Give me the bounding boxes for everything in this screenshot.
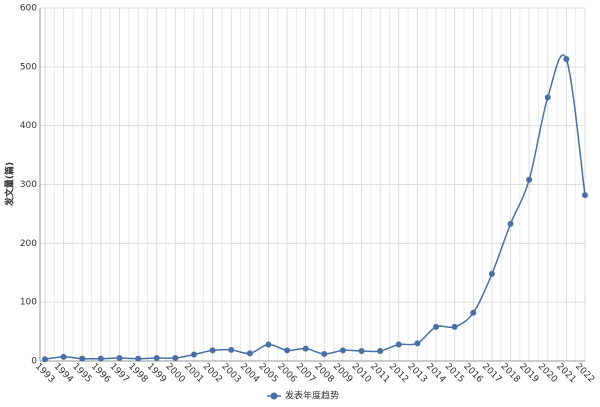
x-tick-label: 2017 xyxy=(480,362,503,385)
x-tick-label: 2002 xyxy=(201,362,224,385)
data-point xyxy=(153,355,160,362)
x-tick-label: 2014 xyxy=(424,362,447,385)
data-point xyxy=(433,323,440,330)
y-tick-label: 600 xyxy=(20,4,37,14)
x-tick-label: 2022 xyxy=(573,362,596,385)
data-point xyxy=(42,356,48,363)
x-tick-label: 2013 xyxy=(405,362,428,385)
data-point xyxy=(302,345,309,352)
data-point xyxy=(358,347,365,354)
data-point xyxy=(451,323,458,330)
y-tick-label: 0 xyxy=(31,357,37,367)
data-point xyxy=(135,355,142,362)
x-tick-label: 1994 xyxy=(52,362,75,385)
y-tick-label: 400 xyxy=(20,121,37,131)
x-tick-label: 2021 xyxy=(554,362,577,385)
x-tick-label: 2020 xyxy=(536,362,559,385)
x-tick-label: 2018 xyxy=(499,362,522,385)
x-tick-label: 1995 xyxy=(70,362,93,385)
y-tick-label: 500 xyxy=(20,62,37,72)
y-tick-label: 200 xyxy=(20,239,37,249)
data-point xyxy=(79,355,86,362)
x-tick-label: 2019 xyxy=(517,362,540,385)
legend-label: 发表年度趋势 xyxy=(285,390,339,402)
data-point xyxy=(339,347,346,354)
data-point xyxy=(209,347,216,354)
y-tick-label: 300 xyxy=(20,180,37,190)
x-tick-label: 1997 xyxy=(107,362,130,385)
x-tick-label: 2007 xyxy=(294,362,317,385)
x-tick-label: 1996 xyxy=(89,362,112,385)
data-point xyxy=(265,341,272,348)
x-tick-label: 2003 xyxy=(219,362,242,385)
data-point xyxy=(321,350,328,357)
data-point xyxy=(116,355,123,362)
data-point xyxy=(172,355,179,362)
x-tick-label: 2009 xyxy=(331,362,354,385)
x-tick-label: 2004 xyxy=(238,362,261,385)
x-tick-label: 2011 xyxy=(368,362,391,385)
x-tick-label: 2005 xyxy=(256,362,279,385)
data-point xyxy=(507,220,514,227)
data-point xyxy=(488,270,495,277)
x-tick-label: 2016 xyxy=(461,362,484,385)
x-tick-label: 2010 xyxy=(350,362,373,385)
data-point xyxy=(395,341,402,348)
y-tick-label: 100 xyxy=(20,298,37,308)
x-tick-label: 2015 xyxy=(443,362,466,385)
data-point xyxy=(544,94,551,101)
data-point xyxy=(414,340,421,347)
data-point xyxy=(60,353,67,360)
data-point xyxy=(284,347,291,354)
data-point xyxy=(470,309,477,316)
x-tick-label: 1999 xyxy=(145,362,168,385)
data-point xyxy=(582,192,588,199)
data-point xyxy=(246,350,253,357)
x-tick-label: 2000 xyxy=(163,362,186,385)
data-point xyxy=(526,176,533,183)
x-tick-label: 2012 xyxy=(387,362,410,385)
data-point xyxy=(190,351,197,358)
x-tick-label: 1998 xyxy=(126,362,149,385)
data-point xyxy=(228,346,235,353)
y-axis-label: 发文量(篇) xyxy=(4,162,16,207)
data-point xyxy=(377,347,384,354)
data-point xyxy=(563,56,570,63)
legend: 发表年度趋势 xyxy=(267,390,339,402)
x-tick-label: 2008 xyxy=(312,362,335,385)
x-tick-label: 2001 xyxy=(182,362,205,385)
data-point xyxy=(97,355,104,362)
x-tick-label: 2006 xyxy=(275,362,298,385)
